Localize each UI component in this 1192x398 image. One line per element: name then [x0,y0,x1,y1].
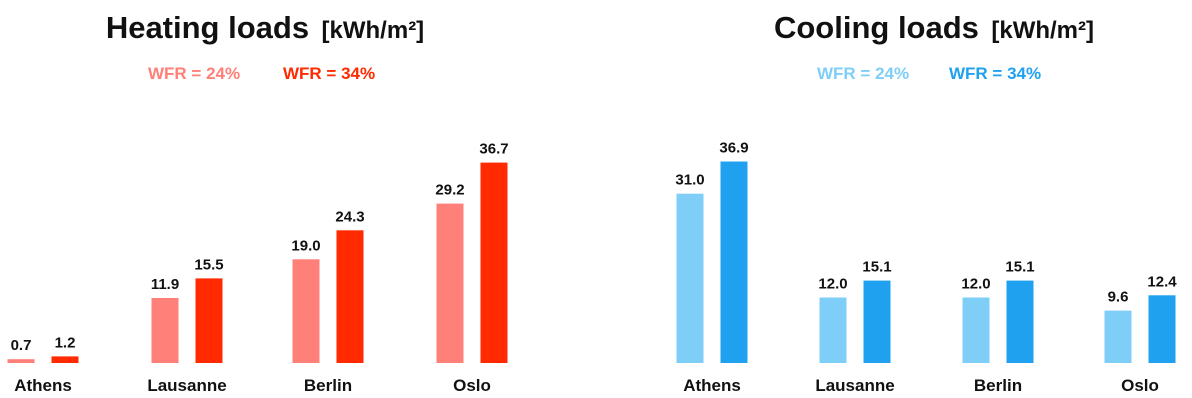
cooling-category-label-athens: Athens [683,376,741,395]
cooling-title-unit: [kWh/m²] [991,17,1094,44]
cooling-legend-34: WFR = 34% [949,64,1041,83]
cooling-bar-athens-s0 [676,193,704,363]
cooling-legend-24: WFR = 24% [817,64,909,83]
cooling-chart: Cooling loads [kWh/m²] WFR = 24% WFR = 3… [675,10,1177,395]
cooling-title-text: Cooling loads [774,10,979,45]
cooling-marks: 31.0 36.9 Athens 12.0 15.1 Lausanne 12.0 15.1 Be… [675,140,1177,396]
heating-value-label-athens-s1: 1.2 [55,334,76,351]
cooling-bar-lausanne-s0 [819,297,847,363]
heating-bar-athens-s1 [51,356,79,363]
heating-value-label-berlin-s1: 24.3 [335,208,364,225]
heating-bar-berlin-s1 [336,230,364,363]
heating-value-label-lausanne-s1: 15.5 [194,256,223,273]
heating-bar-lausanne-s0 [151,298,179,363]
heating-value-label-oslo-s0: 29.2 [435,182,464,199]
cooling-category-label-lausanne: Lausanne [815,376,894,395]
cooling-value-label-oslo-s0: 9.6 [1108,289,1129,306]
heating-value-label-lausanne-s0: 11.9 [151,276,179,293]
heating-bar-berlin-s0 [292,259,320,363]
heating-bar-oslo-s0 [436,203,464,363]
cooling-bar-oslo-s0 [1104,310,1132,363]
cooling-value-label-athens-s1: 36.9 [719,140,748,157]
cooling-value-label-oslo-s1: 12.4 [1147,273,1177,290]
heating-value-label-athens-s0: 0.7 [11,337,32,354]
cooling-value-label-berlin-s1: 15.1 [1005,259,1034,276]
heating-category-label-athens: Athens [14,376,72,395]
cooling-value-label-berlin-s0: 12.0 [961,276,990,293]
cooling-bar-berlin-s1 [1006,280,1034,363]
heating-category-label-oslo: Oslo [453,376,491,395]
cooling-category-label-oslo: Oslo [1121,376,1159,395]
heating-value-label-berlin-s0: 19.0 [291,237,320,254]
heating-value-label-oslo-s1: 36.7 [479,141,508,158]
cooling-value-label-lausanne-s0: 12.0 [818,276,847,293]
heating-bar-oslo-s1 [480,162,508,363]
cooling-chart-title: Cooling loads [kWh/m²] [774,10,1094,45]
heating-marks: 0.7 1.2 Athens 11.9 15.5 Lausanne 19.0 24.3 Berl… [7,141,509,395]
heating-category-label-lausanne: Lausanne [147,376,226,395]
heating-chart: Heating loads [kWh/m²] WFR = 24% WFR = 3… [7,10,509,395]
cooling-bar-lausanne-s1 [863,280,891,363]
heating-legend-24: WFR = 24% [148,64,240,83]
cooling-bar-athens-s1 [720,161,748,363]
cooling-bar-berlin-s0 [962,297,990,363]
cooling-value-label-athens-s0: 31.0 [675,172,704,189]
heating-category-label-berlin: Berlin [304,376,352,395]
cooling-bar-oslo-s1 [1148,295,1176,363]
heating-legend-34: WFR = 34% [283,64,375,83]
heating-bar-athens-s0 [7,359,35,363]
heating-title-unit: [kWh/m²] [322,17,425,44]
heating-title-text: Heating loads [106,10,309,45]
cooling-category-label-berlin: Berlin [974,376,1022,395]
heating-chart-title: Heating loads [kWh/m²] [106,10,424,45]
cooling-value-label-lausanne-s1: 15.1 [862,259,891,276]
heating-bar-lausanne-s1 [195,278,223,363]
